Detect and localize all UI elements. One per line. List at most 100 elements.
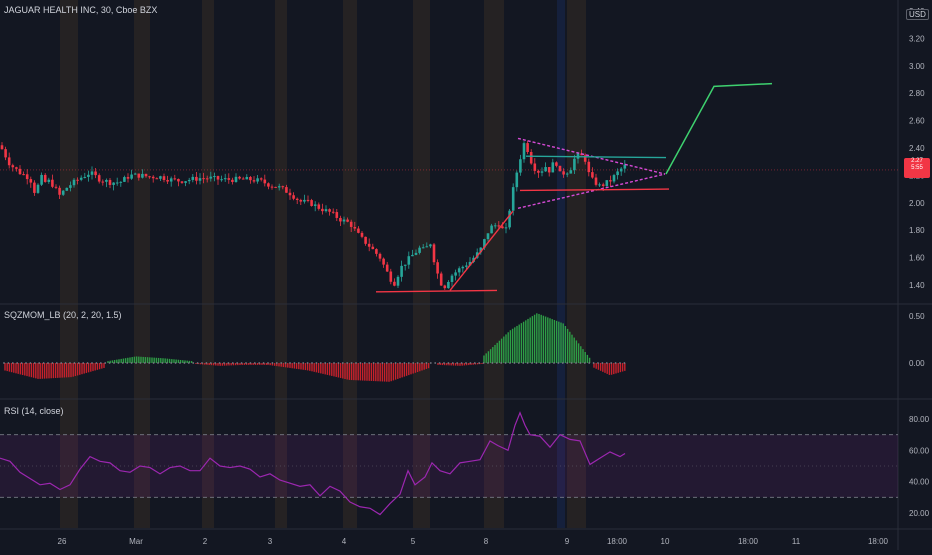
candles-group xyxy=(0,140,627,290)
candle-body xyxy=(511,187,515,211)
candle-body xyxy=(173,178,177,180)
squeeze-dot xyxy=(121,362,124,364)
momentum-tick-label: 0.00 xyxy=(909,359,925,368)
candle-body xyxy=(562,171,565,175)
squeeze-dot xyxy=(29,362,32,364)
candle-body xyxy=(403,264,407,266)
momentum-indicator-label[interactable]: SQZMOM_LB (20, 2, 20, 1.5) xyxy=(4,310,122,320)
time-tick-label: 3 xyxy=(268,537,273,546)
candle-body xyxy=(263,179,267,184)
candle-body xyxy=(241,178,245,180)
squeeze-dot xyxy=(447,362,450,364)
time-tick-label: 4 xyxy=(342,537,347,546)
rsi-tick-label: 60.00 xyxy=(909,446,930,455)
squeeze-dot xyxy=(183,362,186,364)
rsi-tick-label: 20.00 xyxy=(909,509,930,518)
candle-body xyxy=(569,170,573,174)
candle-body xyxy=(274,186,277,188)
candle-body xyxy=(346,219,349,222)
candle-body xyxy=(54,186,58,188)
momentum-histogram xyxy=(3,313,626,382)
squeeze-dot xyxy=(346,362,349,364)
candle-body xyxy=(573,158,576,171)
squeeze-dot xyxy=(3,362,5,364)
candle-body xyxy=(285,187,288,193)
squeeze-dot xyxy=(20,362,23,364)
support-trendline xyxy=(375,289,498,293)
squeeze-dot xyxy=(311,362,313,364)
squeeze-dot xyxy=(601,362,604,364)
currency-badge[interactable]: USD xyxy=(906,9,929,20)
squeeze-dot xyxy=(271,362,274,364)
candle-body xyxy=(292,195,295,199)
squeeze-dot xyxy=(284,362,287,364)
candle-body xyxy=(378,253,382,259)
squeeze-dot xyxy=(504,362,507,364)
candle-body xyxy=(148,176,151,178)
candle-body xyxy=(393,281,396,286)
candle-body xyxy=(483,239,486,248)
price-tick-label: 2.60 xyxy=(909,117,925,126)
candle-body xyxy=(101,181,105,183)
squeeze-dot xyxy=(355,362,357,364)
squeeze-dot xyxy=(425,362,428,364)
squeeze-dot xyxy=(86,362,89,364)
candle-body xyxy=(47,179,51,182)
candle-body xyxy=(349,221,353,227)
candle-body xyxy=(360,232,364,237)
symbol-title[interactable]: JAGUAR HEALTH INC, 30, Cboe BZX xyxy=(4,5,158,15)
candle-body xyxy=(22,174,25,176)
squeeze-dot xyxy=(526,362,529,364)
squeeze-dot xyxy=(77,362,80,364)
candle-body xyxy=(465,265,468,267)
squeeze-dot xyxy=(139,362,142,364)
candle-body xyxy=(594,177,598,185)
squeeze-dot xyxy=(434,362,437,364)
squeeze-dot xyxy=(465,362,467,364)
candle-body xyxy=(551,162,555,173)
squeeze-dot xyxy=(619,362,621,364)
squeeze-dot xyxy=(495,362,498,364)
candle-body xyxy=(58,187,61,195)
candle-body xyxy=(7,157,11,166)
squeeze-dot xyxy=(7,362,10,364)
squeeze-dot xyxy=(108,362,111,364)
squeeze-dot xyxy=(610,362,613,364)
time-tick-label: 18:00 xyxy=(738,537,759,546)
squeeze-dot xyxy=(165,362,168,364)
squeeze-dot xyxy=(69,362,71,364)
candle-body xyxy=(123,177,126,182)
squeeze-dot xyxy=(214,362,217,364)
candle-body xyxy=(306,199,310,201)
candle-body xyxy=(331,211,335,213)
squeeze-dot xyxy=(245,362,247,364)
candle-body xyxy=(619,168,623,172)
squeeze-dot xyxy=(73,362,76,364)
candle-body xyxy=(133,173,137,175)
squeeze-dot xyxy=(377,362,379,364)
squeeze-dot xyxy=(236,362,239,364)
price-tick-label: 2.00 xyxy=(909,199,925,208)
squeeze-dot xyxy=(60,362,63,364)
candle-body xyxy=(385,264,389,272)
squeeze-dot xyxy=(350,362,353,364)
candle-body xyxy=(0,145,4,150)
candle-body xyxy=(529,151,533,164)
candle-body xyxy=(162,176,166,181)
candle-body xyxy=(11,165,15,168)
rsi-indicator-label[interactable]: RSI (14, close) xyxy=(4,406,64,416)
candle-body xyxy=(526,143,529,152)
squeeze-dot xyxy=(231,362,234,364)
squeeze-dot xyxy=(487,362,489,364)
candle-body xyxy=(15,167,18,169)
candle-body xyxy=(475,252,479,258)
squeeze-dot xyxy=(315,362,318,364)
candle-body xyxy=(565,173,569,175)
candle-body xyxy=(69,185,72,188)
candle-body xyxy=(216,176,220,180)
squeeze-dot xyxy=(553,362,555,364)
squeeze-dot xyxy=(170,362,173,364)
squeeze-dot xyxy=(438,362,441,364)
